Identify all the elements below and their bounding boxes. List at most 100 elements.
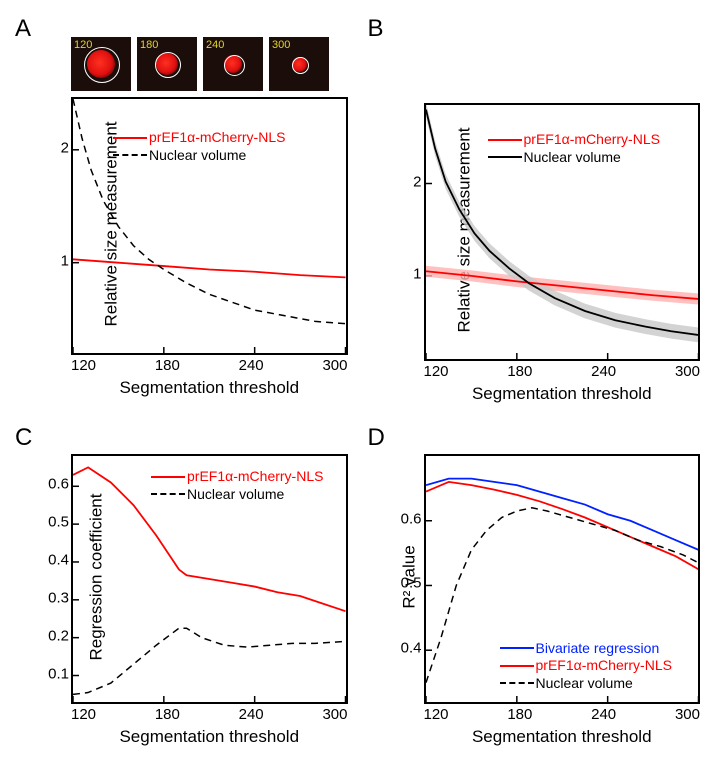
xtick-label: 300 [322, 706, 347, 723]
xtick-label: 240 [591, 706, 616, 723]
xtick-label: 120 [424, 363, 449, 380]
legend-entry: Nuclear volume [500, 675, 672, 693]
ytick-label: 0.5 [48, 514, 69, 531]
panel-A-xticks: 120 180 240 300 [71, 357, 348, 374]
legend-entry: Nuclear volume [488, 149, 660, 167]
legend-swatch [113, 154, 147, 156]
xtick-label: 180 [507, 706, 532, 723]
panel-B-yticks: 12 [402, 103, 422, 357]
ytick-label: 0.6 [48, 476, 69, 493]
xtick-label: 120 [71, 706, 96, 723]
panel-C-label: C [15, 424, 32, 452]
panel-A-yticks: 12 [49, 97, 69, 351]
legend-label: Nuclear volume [536, 675, 633, 693]
thumbnail-label: 240 [206, 39, 224, 51]
panel-D-label: D [368, 424, 385, 452]
legend-swatch [488, 139, 522, 141]
panel-B-xlabel: Segmentation threshold [424, 384, 701, 404]
panel-A-thumbnails: 120 180 240 300 [71, 37, 348, 91]
panel-D-xticks: 120 180 240 300 [424, 706, 701, 723]
panel-A-plot: prEF1α-mCherry-NLSNuclear volume [71, 97, 348, 355]
legend-label: prEF1α-mCherry-NLS [187, 468, 323, 486]
panel-B: B Relative size measurement 12 prEF1α-mC… [368, 15, 701, 404]
panel-C: C Regression coefficient 0.10.20.30.40.5… [15, 424, 348, 747]
thumbnail: 120 [71, 37, 131, 91]
ytick-label: 2 [413, 173, 421, 190]
panel-C-chart-wrapper: Regression coefficient 0.10.20.30.40.50.… [15, 454, 348, 704]
legend-swatch [488, 156, 522, 158]
ytick-label: 0.3 [48, 589, 69, 606]
panel-C-plot: prEF1α-mCherry-NLSNuclear volume [71, 454, 348, 704]
ytick-label: 0.4 [48, 551, 69, 568]
panel-D: D R² value 0.40.50.6 Bivariate regressio… [368, 424, 701, 747]
ytick-label: 1 [61, 252, 69, 269]
ytick-label: 0.2 [48, 627, 69, 644]
panel-B-legend: prEF1α-mCherry-NLSNuclear volume [488, 131, 660, 166]
panel-C-legend: prEF1α-mCherry-NLSNuclear volume [151, 468, 323, 503]
legend-entry: Nuclear volume [113, 147, 285, 165]
ytick-label: 1 [413, 265, 421, 282]
legend-swatch [500, 665, 534, 667]
panel-C-xticks: 120 180 240 300 [71, 706, 348, 723]
panel-B-xticks: 120 180 240 300 [424, 363, 701, 380]
xtick-label: 240 [591, 363, 616, 380]
thumbnail-outline [84, 47, 120, 83]
thumbnail: 300 [269, 37, 329, 91]
thumbnail: 240 [203, 37, 263, 91]
panel-C-xlabel: Segmentation threshold [71, 727, 348, 747]
legend-entry: Nuclear volume [151, 486, 323, 504]
panel-D-xlabel: Segmentation threshold [424, 727, 701, 747]
xtick-label: 300 [322, 357, 347, 374]
xtick-label: 180 [507, 363, 532, 380]
panel-D-plot: Bivariate regressionprEF1α-mCherry-NLSNu… [424, 454, 701, 704]
ytick-label: 0.4 [401, 640, 422, 657]
legend-label: Nuclear volume [149, 147, 246, 165]
panel-B-chart-wrapper: Relative size measurement 12 prEF1α-mChe… [368, 103, 701, 361]
xtick-label: 240 [239, 357, 264, 374]
thumbnail-label: 300 [272, 39, 290, 51]
ytick-label: 0.6 [401, 510, 422, 527]
legend-label: prEF1α-mCherry-NLS [524, 131, 660, 149]
legend-swatch [151, 493, 185, 495]
panel-D-legend: Bivariate regressionprEF1α-mCherry-NLSNu… [500, 640, 672, 693]
panel-B-label: B [368, 15, 384, 43]
legend-label: Nuclear volume [524, 149, 621, 167]
panel-A-chart-wrapper: Relative size measurement 12 prEF1α-mChe… [15, 97, 348, 355]
legend-label: Bivariate regression [536, 640, 660, 658]
xtick-label: 300 [675, 363, 700, 380]
panel-A-label: A [15, 15, 31, 43]
xtick-label: 180 [155, 357, 180, 374]
legend-swatch [500, 647, 534, 649]
ytick-label: 0.5 [401, 575, 422, 592]
panel-D-chart-wrapper: R² value 0.40.50.6 Bivariate regressionp… [368, 454, 701, 704]
legend-entry: prEF1α-mCherry-NLS [488, 131, 660, 149]
thumbnail-outline [155, 52, 181, 78]
legend-entry: prEF1α-mCherry-NLS [113, 129, 285, 147]
thumbnail-outline [292, 57, 309, 74]
xtick-label: 300 [675, 706, 700, 723]
xtick-label: 120 [424, 706, 449, 723]
legend-label: Nuclear volume [187, 486, 284, 504]
thumbnail: 180 [137, 37, 197, 91]
xtick-label: 240 [239, 706, 264, 723]
legend-swatch [113, 137, 147, 139]
panel-B-plot: prEF1α-mCherry-NLSNuclear volume [424, 103, 701, 361]
panel-A-legend: prEF1α-mCherry-NLSNuclear volume [113, 129, 285, 164]
thumbnail-label: 120 [74, 39, 92, 51]
legend-entry: prEF1α-mCherry-NLS [500, 657, 672, 675]
legend-entry: Bivariate regression [500, 640, 672, 658]
thumbnail-outline [224, 55, 245, 76]
legend-swatch [151, 476, 185, 478]
panel-A: A 120180240300 Relative size measurement… [15, 15, 348, 404]
panel-A-xlabel: Segmentation threshold [71, 378, 348, 398]
legend-label: prEF1α-mCherry-NLS [149, 129, 285, 147]
legend-entry: prEF1α-mCherry-NLS [151, 468, 323, 486]
figure-grid: A 120180240300 Relative size measurement… [15, 15, 700, 747]
legend-swatch [500, 682, 534, 684]
ytick-label: 0.1 [48, 665, 69, 682]
ytick-label: 2 [61, 139, 69, 156]
panel-C-yticks: 0.1 0.2 0.3 0.4 0.5 0.6 [49, 454, 69, 700]
xtick-label: 180 [155, 706, 180, 723]
thumbnail-label: 180 [140, 39, 158, 51]
xtick-label: 120 [71, 357, 96, 374]
